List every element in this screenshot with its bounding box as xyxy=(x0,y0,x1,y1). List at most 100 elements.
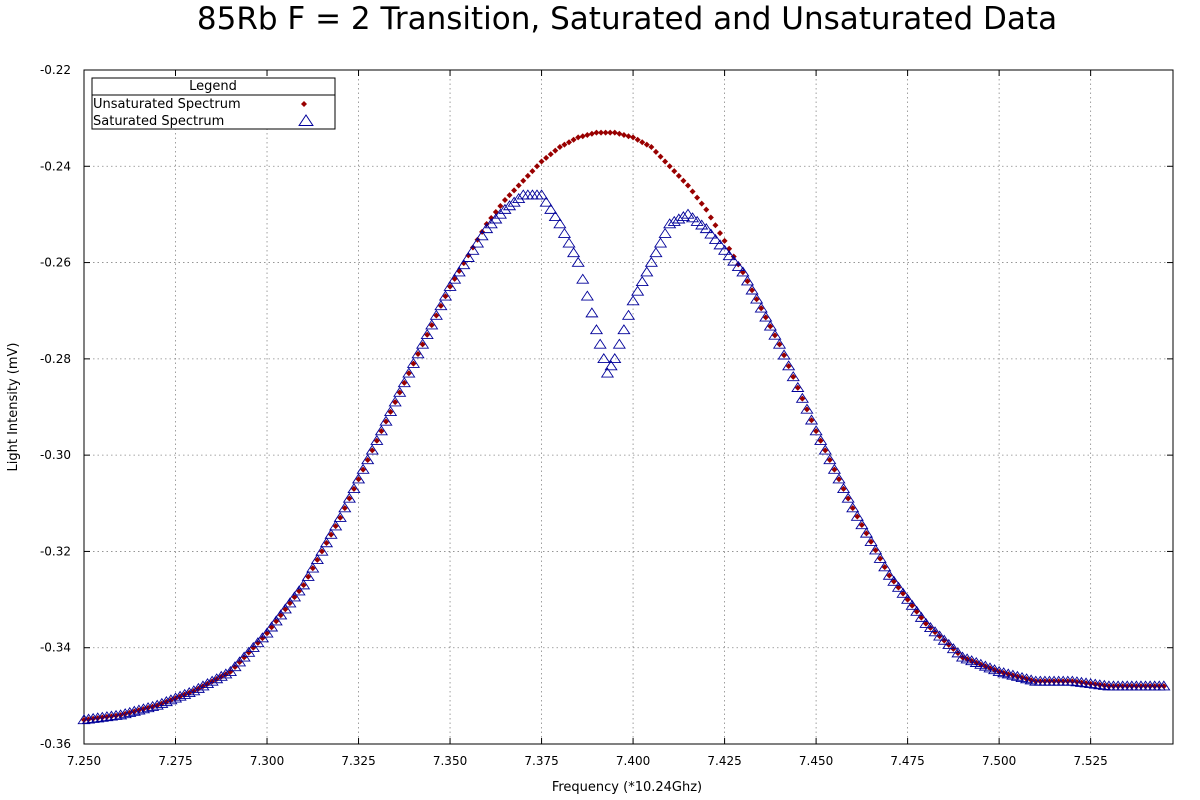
data-point-diamond xyxy=(835,476,842,483)
x-tick-label: 7.450 xyxy=(799,754,833,768)
data-point-triangle xyxy=(640,266,654,277)
data-point-diamond xyxy=(268,624,275,631)
data-point-diamond xyxy=(1055,678,1062,685)
data-point-triangle xyxy=(946,643,960,654)
data-point-triangle xyxy=(873,552,887,563)
data-point-triangle xyxy=(914,611,928,622)
data-point-diamond xyxy=(515,182,522,189)
data-point-diamond xyxy=(753,296,760,303)
data-point-diamond xyxy=(552,147,559,154)
data-point-diamond xyxy=(877,555,884,562)
data-point-diamond xyxy=(442,293,449,300)
data-point-triangle xyxy=(882,569,896,580)
series-saturated xyxy=(77,189,1171,725)
data-point-diamond xyxy=(561,141,568,148)
data-point-triangle xyxy=(690,215,704,226)
data-point-diamond xyxy=(721,237,728,244)
data-point-triangle xyxy=(292,585,306,596)
data-point-diamond xyxy=(881,564,888,571)
data-point-diamond xyxy=(350,485,357,492)
data-point-triangle xyxy=(393,386,407,397)
data-point-triangle xyxy=(475,230,489,241)
data-point-triangle xyxy=(827,463,841,474)
data-point-diamond xyxy=(863,530,870,537)
data-point-diamond xyxy=(1046,678,1053,685)
data-point-diamond xyxy=(694,194,701,201)
data-point-diamond xyxy=(332,523,339,530)
data-point-diamond xyxy=(382,418,389,425)
data-point-diamond xyxy=(813,428,820,435)
data-point-diamond xyxy=(717,230,724,237)
data-point-triangle xyxy=(470,237,485,248)
data-point-triangle xyxy=(626,295,640,306)
y-tick-label: -0.24 xyxy=(40,159,71,173)
data-point-triangle xyxy=(383,405,398,417)
data-point-diamond xyxy=(296,588,303,595)
data-point-diamond xyxy=(826,456,833,463)
data-point-triangle xyxy=(402,367,416,378)
data-point-triangle xyxy=(754,302,768,313)
data-point-diamond xyxy=(433,312,440,319)
data-point-triangle xyxy=(86,712,100,723)
data-point-triangle xyxy=(576,273,590,284)
data-point-triangle xyxy=(685,212,700,223)
data-point-triangle xyxy=(178,688,192,699)
data-point-triangle xyxy=(443,280,457,291)
data-point-triangle xyxy=(740,275,755,286)
data-point-triangle xyxy=(544,203,558,214)
data-point-diamond xyxy=(1041,678,1048,685)
data-point-diamond xyxy=(643,141,650,148)
data-point-triangle xyxy=(356,463,370,474)
data-point-diamond xyxy=(309,565,316,572)
data-point-diamond xyxy=(355,476,362,483)
data-point-diamond xyxy=(584,131,591,138)
data-point-diamond xyxy=(849,505,856,512)
data-point-diamond xyxy=(328,531,335,538)
data-point-triangle xyxy=(859,527,874,538)
data-point-triangle xyxy=(600,367,615,378)
data-point-triangle xyxy=(653,237,668,248)
data-point-triangle xyxy=(1084,678,1098,689)
data-point-triangle xyxy=(896,587,910,598)
data-point-diamond xyxy=(451,275,458,282)
data-point-diamond xyxy=(387,408,394,415)
data-point-triangle xyxy=(315,545,329,556)
data-point-diamond xyxy=(922,620,929,627)
data-point-diamond xyxy=(369,447,376,454)
data-point-triangle xyxy=(1070,676,1084,687)
data-point-triangle xyxy=(571,256,585,267)
data-point-diamond xyxy=(524,172,531,179)
data-point-triangle xyxy=(306,562,320,573)
data-point-diamond xyxy=(781,352,788,359)
data-point-triangle xyxy=(905,599,919,610)
data-point-triangle xyxy=(438,290,453,301)
data-point-triangle xyxy=(173,690,187,701)
data-point-triangle xyxy=(809,425,823,436)
x-tick-label: 7.475 xyxy=(890,754,924,768)
data-point-triangle xyxy=(804,414,819,425)
data-point-diamond xyxy=(533,163,540,170)
data-point-triangle xyxy=(621,309,636,320)
data-point-diamond xyxy=(410,360,417,367)
data-point-triangle xyxy=(164,694,178,705)
data-point-diamond xyxy=(927,624,934,631)
data-point-triangle xyxy=(800,403,814,414)
data-point-diamond xyxy=(1115,683,1122,690)
data-point-triangle xyxy=(553,218,567,229)
data-point-diamond xyxy=(373,437,380,444)
data-point-diamond xyxy=(767,323,774,330)
chart-title: 85Rb F = 2 Transition, Saturated and Uns… xyxy=(197,1,1057,37)
plot-frame xyxy=(83,69,1174,745)
data-point-diamond xyxy=(886,572,893,579)
data-point-triangle xyxy=(593,338,607,349)
data-point-triangle xyxy=(365,444,379,455)
data-point-triangle xyxy=(923,622,938,633)
data-point-triangle xyxy=(750,293,764,304)
data-point-triangle xyxy=(1079,677,1093,688)
data-point-triangle xyxy=(1065,675,1079,686)
legend-markers xyxy=(298,101,314,126)
data-point-diamond xyxy=(1069,678,1076,685)
data-point-triangle xyxy=(146,700,160,711)
data-point-triangle xyxy=(928,626,942,637)
data-point-diamond xyxy=(273,618,280,625)
